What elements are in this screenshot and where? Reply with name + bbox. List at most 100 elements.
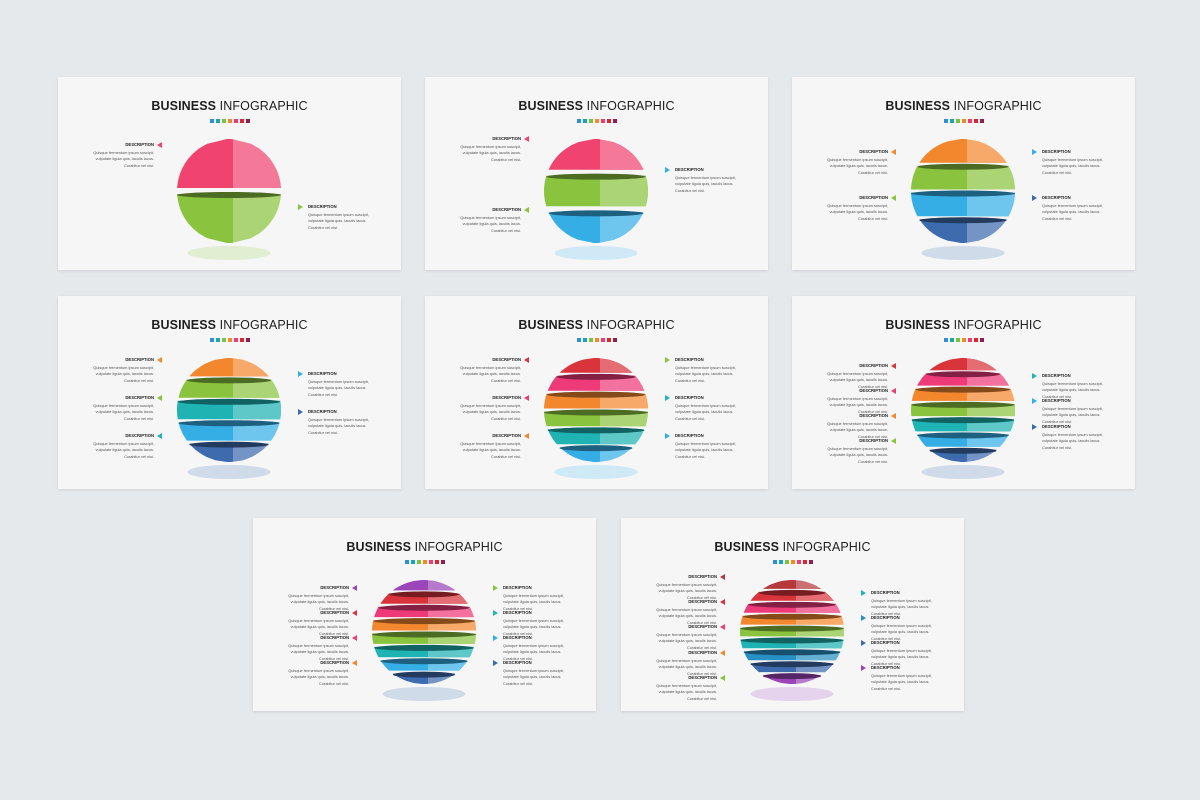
infographic-slide[interactable]: BUSINESS INFOGRAPHIC DESCRIPTION Quisque f… bbox=[425, 77, 768, 270]
description-line: Quisque fermentum ipsum suscipit, bbox=[675, 365, 736, 370]
description-line: vulputate ligula quis, iaculis lacus. bbox=[675, 409, 734, 415]
description-line: Quisque fermentum ipsum suscipit, bbox=[827, 446, 888, 451]
segment-rim bbox=[911, 417, 1015, 424]
infographic-slide[interactable]: BUSINESS INFOGRAPHIC DESCRIPTION Quisque f… bbox=[58, 296, 401, 489]
infographic-slide[interactable]: BUSINESS INFOGRAPHIC DESCRIPTION Quisque f… bbox=[621, 518, 964, 711]
description-arrow bbox=[891, 388, 896, 394]
description-body: Quisque fermentum ipsum suscipit, vulputa… bbox=[675, 441, 739, 460]
description-line: vulputate ligula quis, iaculis lacus. bbox=[1042, 387, 1101, 393]
sphere-segment-highlight bbox=[231, 139, 281, 188]
color-dots bbox=[792, 338, 1135, 344]
description-label: DESCRIPTION bbox=[308, 409, 337, 414]
slide-title-bold: BUSINESS bbox=[885, 318, 951, 332]
sphere-reflection bbox=[921, 465, 1005, 479]
description-label: DESCRIPTION bbox=[503, 635, 532, 640]
description-line: vulputate ligula quis, iaculis lacus. bbox=[462, 221, 521, 227]
description-line: Curabitur vel nisi. bbox=[123, 415, 154, 421]
segment-rim bbox=[380, 658, 468, 665]
infographic-slide[interactable]: BUSINESS INFOGRAPHIC DESCRIPTION Quisque f… bbox=[425, 296, 768, 489]
description-line: Quisque fermentum ipsum suscipit, bbox=[460, 365, 521, 370]
description-body: Quisque fermentum ipsum suscipit, vulputa… bbox=[653, 607, 717, 626]
description-line: Quisque fermentum ipsum suscipit, bbox=[93, 441, 154, 446]
slide-title: BUSINESS INFOGRAPHIC bbox=[792, 99, 1135, 113]
description-line: Curabitur vel nisi. bbox=[1042, 169, 1073, 175]
infographic-slide[interactable]: BUSINESS INFOGRAPHIC DESCRIPTION Quisque f… bbox=[792, 77, 1135, 270]
description-label: DESCRIPTION bbox=[1042, 149, 1071, 154]
description-arrow bbox=[1032, 424, 1037, 430]
color-dot bbox=[428, 560, 433, 564]
slide-title-rest: INFOGRAPHIC bbox=[216, 99, 308, 113]
color-dot bbox=[221, 338, 226, 342]
description-label: DESCRIPTION bbox=[492, 207, 521, 212]
infographic-slide[interactable]: BUSINESS INFOGRAPHIC DESCRIPTION Quisque f… bbox=[253, 518, 596, 711]
description-line: Curabitur vel nisi. bbox=[686, 695, 717, 701]
description-line: vulputate ligula quis, iaculis lacus. bbox=[462, 371, 521, 377]
description-line: vulputate ligula quis, iaculis lacus. bbox=[829, 209, 888, 215]
description-line: vulputate ligula quis, iaculis lacus. bbox=[829, 163, 888, 169]
color-dot bbox=[588, 338, 593, 342]
color-dot bbox=[215, 119, 220, 123]
infographic-slide[interactable]: BUSINESS INFOGRAPHIC DESCRIPTION Quisque f… bbox=[792, 296, 1135, 489]
segment-rim bbox=[559, 445, 633, 452]
description-line: Quisque fermentum ipsum suscipit, bbox=[1042, 406, 1103, 411]
description-body: Quisque fermentum ipsum suscipit, vulputa… bbox=[824, 157, 888, 176]
description-line: vulputate ligula quis, iaculis lacus. bbox=[1042, 412, 1101, 418]
description-arrow bbox=[861, 665, 866, 671]
description-line: Quisque fermentum ipsum suscipit, bbox=[827, 396, 888, 401]
color-dots bbox=[621, 560, 964, 566]
description-body: Quisque fermentum ipsum suscipit, vulputa… bbox=[1042, 203, 1106, 222]
description-line: Curabitur vel nisi. bbox=[675, 415, 706, 421]
sphere-reflection bbox=[750, 687, 834, 701]
description-arrow bbox=[157, 142, 162, 148]
segment-rim bbox=[758, 589, 826, 596]
slide-title-bold: BUSINESS bbox=[151, 99, 217, 113]
slide-title-bold: BUSINESS bbox=[714, 540, 780, 554]
description-body: Quisque fermentum ipsum suscipit, vulputa… bbox=[824, 421, 888, 440]
color-dot bbox=[973, 338, 978, 342]
description-body: Quisque fermentum ipsum suscipit, vulputa… bbox=[457, 144, 521, 163]
color-dot bbox=[227, 338, 232, 342]
description-line: Quisque fermentum ipsum suscipit, bbox=[827, 371, 888, 376]
color-dot bbox=[961, 338, 966, 342]
segment-rim bbox=[743, 649, 841, 656]
sphere-reflection bbox=[921, 246, 1005, 260]
description-body: Quisque fermentum ipsum suscipit, vulputa… bbox=[653, 658, 717, 677]
description-label: DESCRIPTION bbox=[859, 363, 888, 368]
segment-rim bbox=[911, 401, 1015, 408]
sphere-diagram bbox=[157, 139, 303, 260]
sphere-diagram bbox=[720, 574, 866, 701]
description-line: Curabitur vel nisi. bbox=[1042, 418, 1073, 424]
description-arrow bbox=[1032, 195, 1037, 201]
description-label: DESCRIPTION bbox=[1042, 398, 1071, 403]
description-line: Curabitur vel nisi. bbox=[686, 619, 717, 625]
description-line: vulputate ligula quis, iaculis lacus. bbox=[503, 649, 562, 655]
color-dot bbox=[410, 560, 415, 564]
sphere-segment-highlight bbox=[965, 219, 1007, 243]
infographic-slide[interactable]: BUSINESS INFOGRAPHIC DESCRIPTION Quisque f… bbox=[58, 77, 401, 270]
description-line: Quisque fermentum ipsum suscipit, bbox=[288, 593, 349, 598]
description-label: DESCRIPTION bbox=[125, 142, 154, 147]
segment-rim bbox=[917, 163, 1009, 170]
description-line: Curabitur vel nisi. bbox=[1042, 444, 1073, 450]
color-dot bbox=[209, 119, 214, 123]
description-line: Curabitur vel nisi. bbox=[686, 670, 717, 676]
description-label: DESCRIPTION bbox=[492, 357, 521, 362]
segment-rim bbox=[926, 371, 1000, 378]
segment-rim bbox=[742, 613, 842, 620]
description-label: DESCRIPTION bbox=[492, 395, 521, 400]
description-arrow bbox=[891, 438, 896, 444]
description-line: Curabitur vel nisi. bbox=[503, 605, 534, 611]
description-line: vulputate ligula quis, iaculis lacus. bbox=[95, 156, 154, 162]
segment-rim bbox=[546, 173, 646, 180]
description-label: DESCRIPTION bbox=[1042, 373, 1071, 378]
sphere-diagram bbox=[891, 139, 1037, 260]
description-body: Quisque fermentum ipsum suscipit, vulputa… bbox=[675, 365, 739, 384]
description-body: Quisque fermentum ipsum suscipit, vulputa… bbox=[308, 212, 372, 231]
description-arrow bbox=[861, 615, 866, 621]
description-body: Quisque fermentum ipsum suscipit, vulputa… bbox=[457, 441, 521, 460]
description-line: Curabitur vel nisi. bbox=[871, 635, 902, 641]
sphere-segment-highlight bbox=[233, 379, 280, 398]
color-dot bbox=[612, 119, 617, 123]
description-label: DESCRIPTION bbox=[688, 675, 717, 680]
color-dots bbox=[792, 119, 1135, 125]
